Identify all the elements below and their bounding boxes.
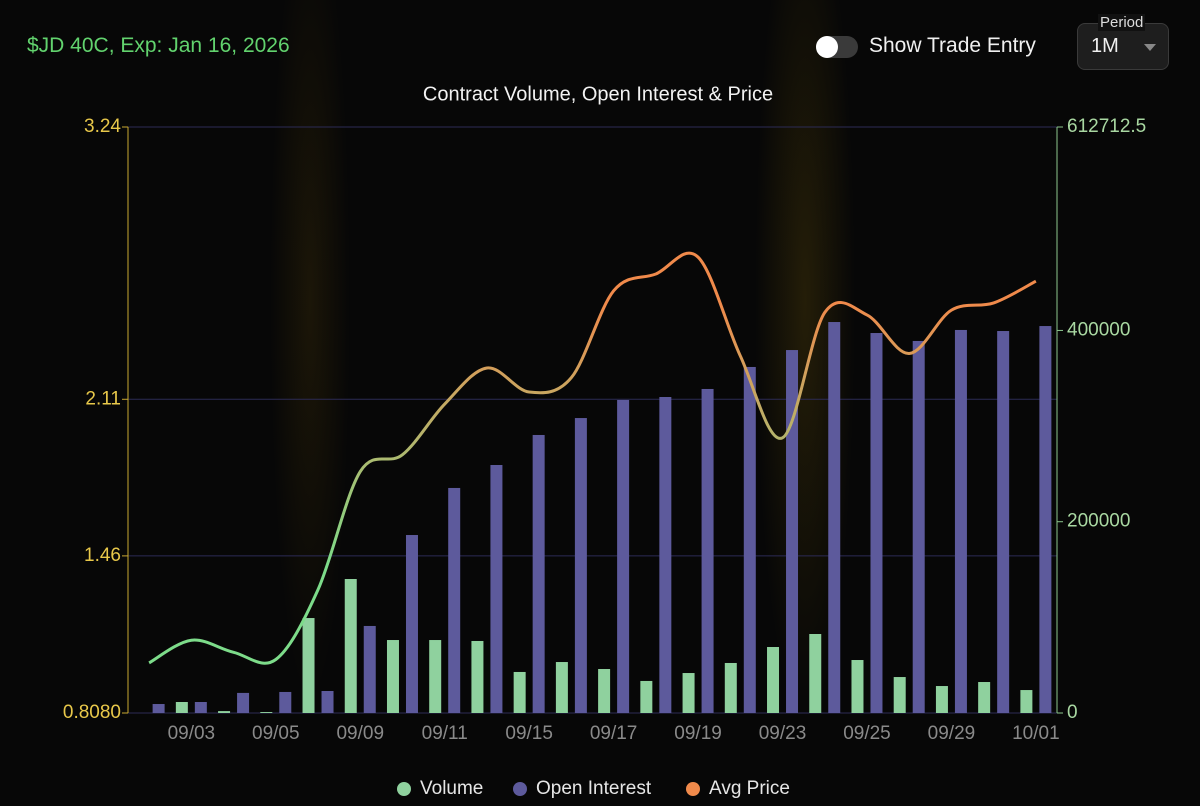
x-tick-label: 09/23	[759, 723, 807, 744]
period-select[interactable]: Period 1M	[1077, 14, 1169, 70]
bar	[935, 686, 948, 713]
bar	[386, 640, 399, 713]
legend-item: Avg Price	[686, 778, 790, 799]
legend-label: Avg Price	[709, 778, 790, 799]
y2-tick-label: 612712.5	[1067, 116, 1146, 137]
bar	[194, 702, 207, 713]
toggle-knob	[816, 36, 838, 58]
y-tick-label: 1.46	[84, 545, 121, 566]
x-tick-label: 09/11	[422, 723, 468, 744]
x-tick-label: 10/01	[1012, 723, 1060, 744]
bar	[513, 671, 526, 713]
bar	[640, 680, 653, 713]
legend-item: Open Interest	[513, 778, 652, 799]
y-tick-label: 3.24	[84, 116, 121, 137]
bar	[555, 662, 568, 713]
x-tick-label: 09/17	[590, 723, 638, 744]
x-tick-label: 09/09	[336, 723, 384, 744]
bar	[786, 350, 799, 713]
bar	[302, 618, 315, 713]
bar	[321, 691, 334, 713]
bar	[260, 712, 273, 713]
bar	[344, 579, 357, 713]
bar	[532, 434, 545, 713]
bar	[617, 399, 630, 713]
legend-label: Open Interest	[536, 778, 652, 799]
bar	[997, 331, 1010, 713]
bar	[954, 329, 967, 713]
bar	[893, 677, 906, 713]
bar	[828, 322, 841, 713]
x-tick-label: 09/29	[928, 723, 976, 744]
caret	[1144, 44, 1156, 51]
bar	[767, 647, 780, 713]
bar	[175, 702, 188, 713]
bar	[724, 662, 737, 713]
legend-dot	[686, 782, 700, 796]
bar	[743, 366, 756, 713]
bar	[598, 669, 611, 713]
bar	[152, 704, 165, 713]
period-label: Period	[1098, 14, 1146, 31]
bar	[279, 691, 292, 713]
x-tick-label: 09/03	[168, 723, 216, 744]
bar	[912, 340, 925, 713]
bar	[682, 673, 695, 713]
bar	[701, 388, 714, 713]
bar	[574, 418, 587, 713]
legend-dot	[513, 782, 527, 796]
bar	[429, 640, 442, 713]
y2-tick-label: 400000	[1067, 319, 1130, 340]
bar	[978, 682, 991, 713]
bar	[1039, 326, 1052, 713]
bar	[870, 333, 883, 713]
y2-tick-label: 0	[1067, 702, 1078, 723]
legend-dot	[397, 782, 411, 796]
bar	[405, 535, 418, 713]
bar	[1020, 690, 1033, 713]
bar	[363, 625, 376, 713]
contract-title: $JD 40C, Exp: Jan 16, 2026	[27, 34, 290, 57]
legend-item: Volume	[397, 778, 483, 799]
toggle[interactable]	[816, 36, 858, 58]
y-tick-label: 0.8080	[63, 702, 121, 723]
bar	[448, 487, 461, 713]
bar	[237, 692, 250, 713]
x-tick-label: 09/15	[505, 723, 553, 744]
x-tick-label: 09/25	[843, 723, 891, 744]
legend-label: Volume	[420, 778, 483, 799]
bar	[659, 397, 672, 713]
chart-title: Contract Volume, Open Interest & Price	[423, 83, 773, 105]
bar	[218, 711, 231, 713]
y-tick-label: 2.11	[85, 388, 121, 409]
period-value: 1M	[1091, 35, 1119, 57]
bar	[851, 660, 864, 713]
bar	[490, 465, 503, 713]
x-tick-label: 09/05	[252, 723, 300, 744]
price-line	[148, 251, 1037, 665]
y2-tick-label: 200000	[1067, 511, 1130, 532]
x-tick-label: 09/19	[674, 723, 722, 744]
toggle-label[interactable]: Show Trade Entry	[869, 34, 1036, 57]
bar	[809, 634, 822, 713]
bar	[471, 640, 484, 713]
